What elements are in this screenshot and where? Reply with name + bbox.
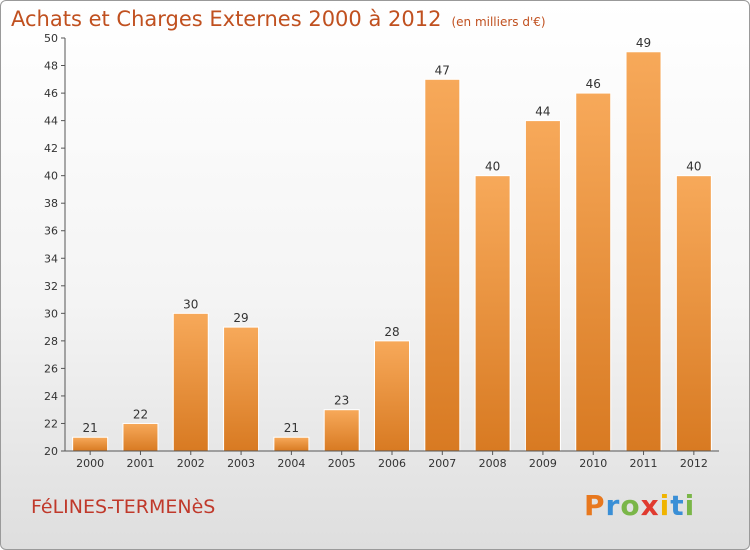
y-tick-label: 46 [44,87,58,100]
logo-letter: x [640,489,660,522]
y-tick-label: 26 [44,362,58,375]
logo-letter: t [670,489,685,522]
y-tick-label: 40 [44,170,58,183]
y-tick-label: 32 [44,280,58,293]
bar-value-label: 21 [284,421,299,435]
bar-value-label: 40 [485,160,500,174]
bar [122,422,159,452]
bar-value-label: 47 [435,63,450,77]
bar-value-label: 21 [83,421,98,435]
y-tick-label: 50 [44,32,58,45]
x-tick-label: 2005 [328,457,356,470]
bar-value-label: 40 [686,160,701,174]
y-tick-label: 24 [44,390,58,403]
y-tick-label: 28 [44,335,58,348]
y-tick-label: 30 [44,307,58,320]
x-tick-label: 2003 [227,457,255,470]
logo-letter: i [684,489,696,522]
proxiti-logo: Proxiti [584,489,695,522]
bar-series: 21 22 30 29 21 23 28 47 40 44 46 49 40 [72,36,712,452]
bar-value-label: 49 [636,36,651,50]
x-tick-label: 2006 [378,457,406,470]
bar-value-label: 28 [384,325,399,339]
y-axis: 20 22 24 26 28 30 32 34 36 38 40 42 44 46 48 50 [44,32,66,458]
bar [223,326,260,452]
bar-value-label: 23 [334,394,349,408]
y-tick-label: 42 [44,142,58,155]
y-tick-label: 20 [44,445,58,458]
chart-title-text: Achats et Charges Externes 2000 à 2012 [11,7,442,31]
x-tick-label: 2000 [76,457,104,470]
y-tick-label: 48 [44,60,58,73]
logo-letter: P [584,489,606,522]
commune-name: FéLINES-TERMENèS [31,496,216,518]
bar [374,340,410,452]
bar [424,78,461,452]
y-tick-label: 38 [44,197,58,210]
bar-value-label: 30 [183,297,198,311]
chart-subtitle: (en milliers d'€) [451,15,546,29]
x-tick-label: 2007 [428,457,456,470]
bar [323,409,360,452]
bar-value-label: 46 [586,77,601,91]
bar-value-label: 44 [535,105,550,119]
bar [72,436,109,452]
logo-letter: o [620,489,641,522]
bar [172,312,209,452]
logo-letter: i [659,489,671,522]
x-tick-label: 2008 [479,457,507,470]
y-tick-label: 22 [44,417,58,430]
x-tick-label: 2001 [126,457,154,470]
x-tick-label: 2009 [529,457,557,470]
bar [474,175,511,452]
bar [625,51,662,452]
chart-title: Achats et Charges Externes 2000 à 2012 (e… [11,7,546,31]
x-axis: 2000 2001 2002 2003 2004 2005 2006 2007 2008 2009… [65,450,719,470]
bar [675,175,712,452]
x-tick-label: 2010 [579,457,607,470]
x-tick-label: 2002 [177,457,205,470]
bar [273,436,310,452]
y-tick-label: 44 [44,115,58,128]
bar-value-label: 29 [233,311,248,325]
y-tick-label: 36 [44,225,58,238]
bar [575,92,612,452]
logo-letter: r [605,489,621,522]
x-tick-label: 2004 [277,457,305,470]
x-tick-label: 2012 [680,457,708,470]
x-tick-label: 2011 [630,457,658,470]
bar-value-label: 22 [133,407,148,421]
bar [524,120,561,452]
y-tick-label: 34 [44,252,58,265]
